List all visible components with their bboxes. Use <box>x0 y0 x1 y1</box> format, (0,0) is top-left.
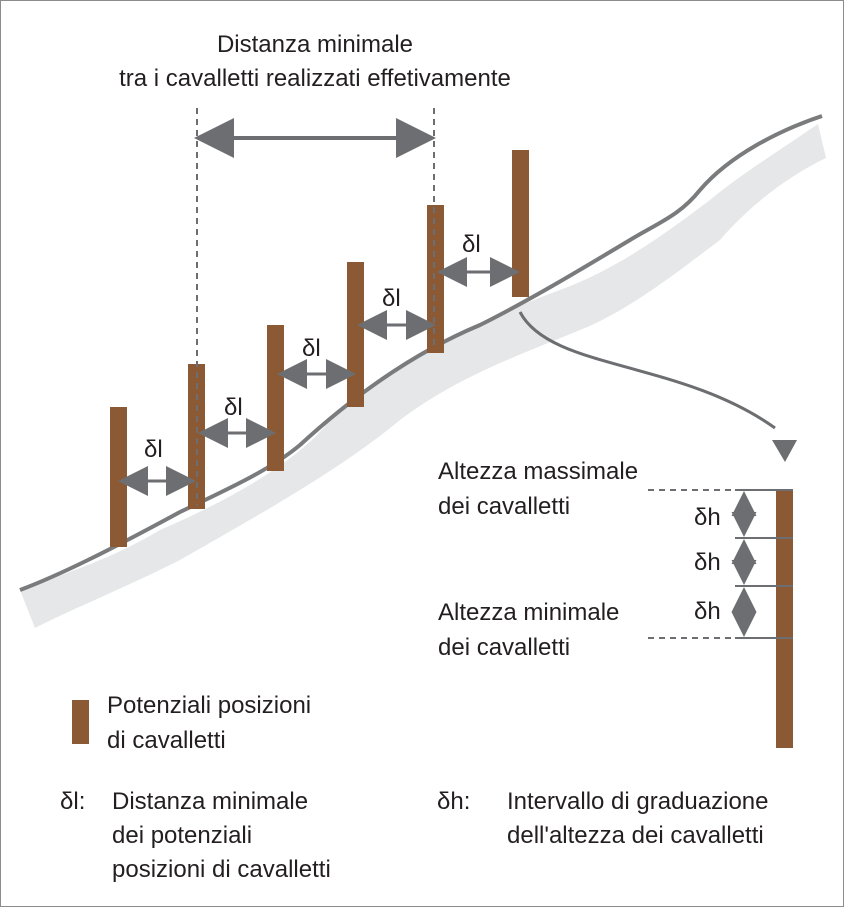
post-icon <box>72 700 89 744</box>
legend-dl-symbol: δl: <box>60 788 86 815</box>
top-label-line1: Distanza minimale <box>216 31 414 58</box>
curved-arrow-head <box>772 440 797 462</box>
dl-label-5: δl <box>462 231 481 258</box>
legend-dh-symbol: δh: <box>437 788 471 815</box>
dl-label-3: δl <box>302 335 321 362</box>
dh-label-2: δh <box>694 549 721 576</box>
post-1 <box>110 407 127 547</box>
legend-dh-line2: dell'altezza dei cavalletti <box>507 822 764 849</box>
post-5 <box>427 205 444 353</box>
dl-label-1: δl <box>144 436 163 463</box>
max-height-label-line1: Altezza massimale <box>438 458 639 485</box>
min-height-label-line2: dei cavalletti <box>438 634 571 661</box>
detail-post <box>776 490 793 748</box>
ground-edge <box>19 114 823 592</box>
post-6 <box>512 150 529 297</box>
dh-label-1: δh <box>694 504 721 531</box>
legend-dl-line2: dei potenziali <box>112 822 253 849</box>
ground-band <box>20 124 826 628</box>
max-height-label-line2: dei cavalletti <box>438 493 571 520</box>
dh-label-3: δh <box>694 598 721 625</box>
min-height-label-line1: Altezza minimale <box>438 599 620 626</box>
top-label-line2: tra i cavalletti realizzati effetivament… <box>119 65 511 92</box>
post-4 <box>347 262 364 407</box>
post-3 <box>267 325 284 471</box>
legend-dl-line3: posizioni di cavalletti <box>112 856 331 883</box>
legend-post-line2: di cavalletti <box>107 727 226 754</box>
legend-dl-line1: Distanza minimale <box>112 788 309 815</box>
dl-label-4: δl <box>382 285 401 312</box>
legend-dh-line1: Intervallo di graduazione <box>507 788 769 815</box>
curved-arrow-icon <box>518 311 776 430</box>
dl-label-2: δl <box>224 394 243 421</box>
legend-post-line1: Potenziali posizioni <box>107 692 312 719</box>
